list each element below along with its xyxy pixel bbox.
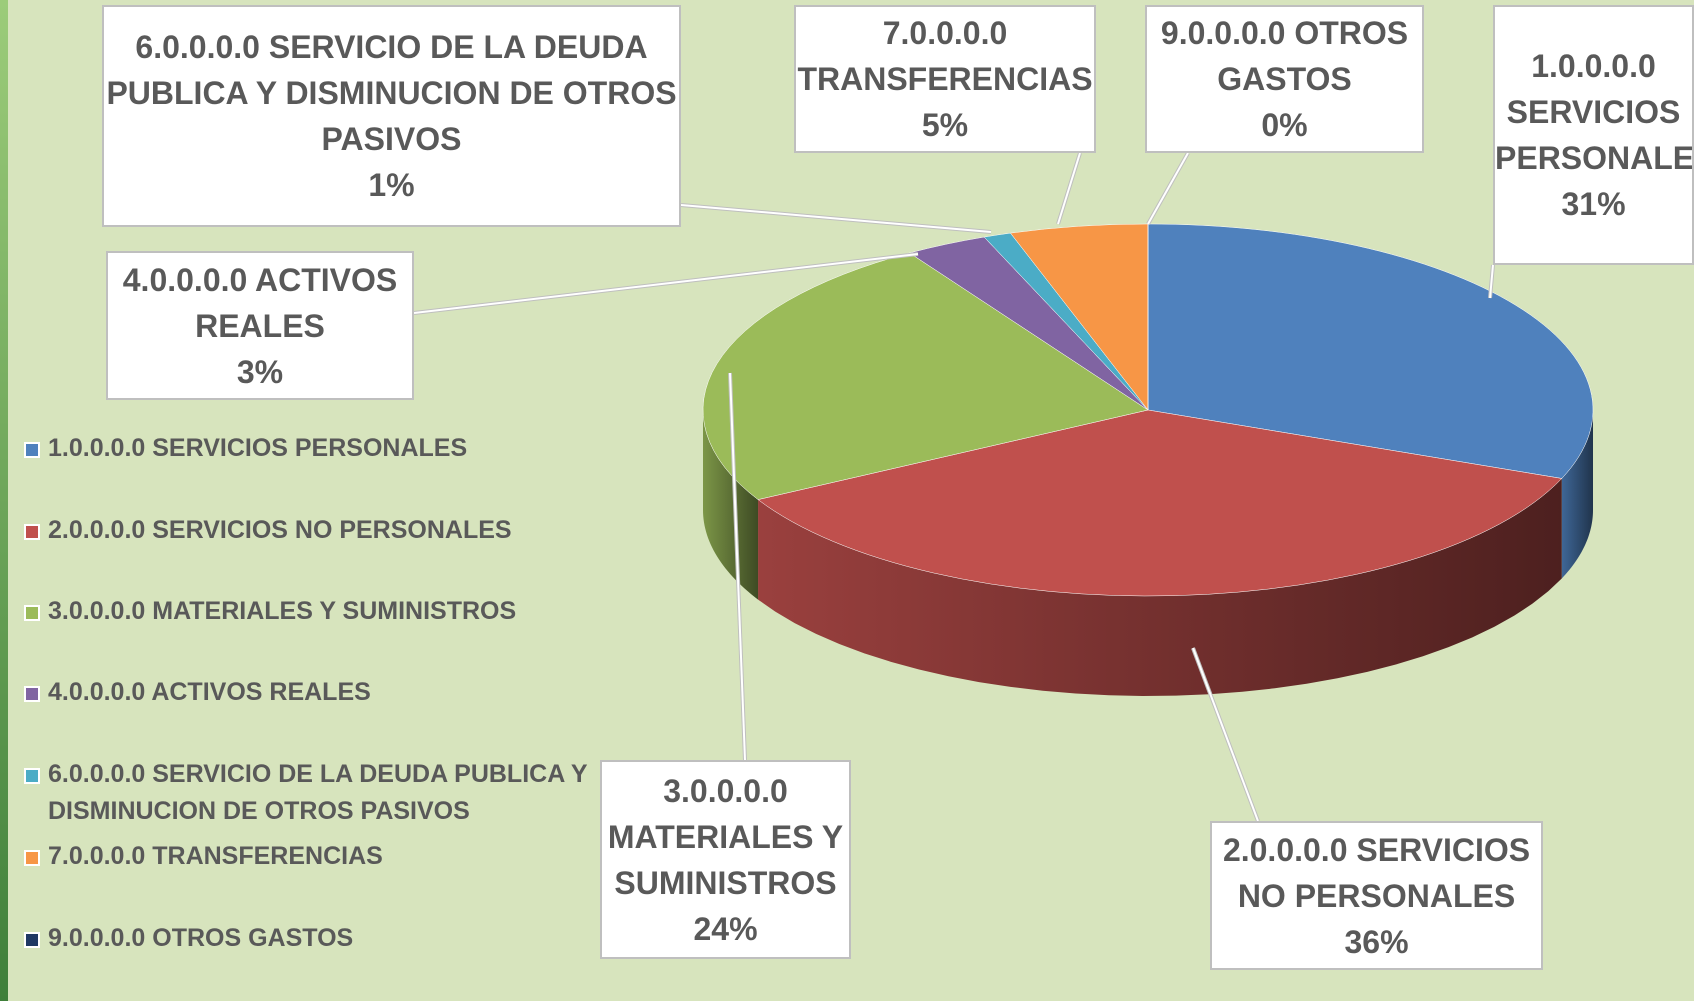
callout-text: 31% [1561,186,1626,222]
legend-swatch [24,442,40,458]
leader-line [1489,264,1494,299]
callout-text: 24% [693,910,758,947]
legend-label: 7.0.0.0.0 TRANSFERENCIAS [48,842,383,870]
legend-label: 1.0.0.0.0 SERVICIOS PERSONALES [48,434,468,462]
slice [757,409,1563,597]
legend-label: 9.0.0.0.0 OTROS GASTOS [48,924,354,952]
data-callout: 4.0.0.0.0 ACTIVOS REALES 3% [106,251,414,400]
legend-swatch [24,850,40,866]
data-callout: 2.0.0.0.0 SERVICIOS NO PERSONALES 36% [1210,821,1543,970]
legend-label: 4.0.0.0.0 ACTIVOS REALES [48,678,371,706]
legend-swatch [24,932,40,948]
callout-text: 3.0.0.0.0 MATERIALES Y SUMINISTROS [607,772,844,901]
callout-text: 4.0.0.0.0 ACTIVOS REALES [122,261,398,344]
leader-line [680,204,992,233]
slice-side [703,410,759,600]
slice-side [758,478,1562,696]
slice [1147,223,1594,479]
callout-text: 6.0.0.0.0 SERVICIO DE LA DEUDA PUBLICA Y… [106,29,677,157]
callout-text: 9.0.0.0.0 OTROS GASTOS [1160,15,1409,97]
callout-text: 3% [236,353,284,390]
leader-line [729,372,746,761]
legend-item: 2.0.0.0.0 SERVICIOS NO PERSONALES [22,512,592,549]
data-callout: 9.0.0.0.0 OTROS GASTOS 0% [1145,5,1424,153]
legend-swatch [24,768,40,784]
slice-side [1561,410,1593,579]
legend-item: 9.0.0.0.0 OTROS GASTOS [22,920,592,957]
callout-text: 1% [368,167,415,203]
callout-text: 0% [1261,107,1308,143]
legend-label: 2.0.0.0.0 SERVICIOS NO PERSONALES [48,516,512,544]
data-callout: 6.0.0.0.0 SERVICIO DE LA DEUDA PUBLICA Y… [102,5,681,227]
leader-line [1192,647,1259,822]
legend-item: 4.0.0.0.0 ACTIVOS REALES [22,674,592,711]
legend-label: 6.0.0.0.0 SERVICIO DE LA DEUDA PUBLICA Y… [48,760,588,825]
leader-line [1147,152,1189,225]
legend-label: 3.0.0.0.0 MATERIALES Y SUMINISTROS [48,597,517,625]
callout-text: 5% [921,107,969,143]
callout-text: 7.0.0.0.0 TRANSFERENCIAS [797,15,1093,97]
legend-item: 1.0.0.0.0 SERVICIOS PERSONALES [22,430,592,467]
leader-line [1057,152,1081,225]
data-callout: 3.0.0.0.0 MATERIALES Y SUMINISTROS 24% [600,760,851,959]
legend-item: 6.0.0.0.0 SERVICIO DE LA DEUDA PUBLICA Y… [22,756,592,830]
legend-item: 7.0.0.0.0 TRANSFERENCIAS [22,838,592,875]
edge-strip [0,0,8,1001]
legend-swatch [24,686,40,702]
slice [702,252,1149,500]
legend-swatch [24,524,40,540]
callout-text: 1.0.0.0.0 SERVICIOS PERSONALES [1495,48,1694,176]
legend-item: 3.0.0.0.0 MATERIALES Y SUMINISTROS [22,593,592,630]
data-callout: 1.0.0.0.0 SERVICIOS PERSONALES 31% [1493,5,1694,265]
callout-text: 2.0.0.0.0 SERVICIOS NO PERSONALES [1222,831,1531,914]
callout-text: 36% [1344,923,1409,960]
leader-line [413,253,919,314]
legend-swatch [24,605,40,621]
data-callout: 7.0.0.0.0 TRANSFERENCIAS 5% [794,5,1096,153]
